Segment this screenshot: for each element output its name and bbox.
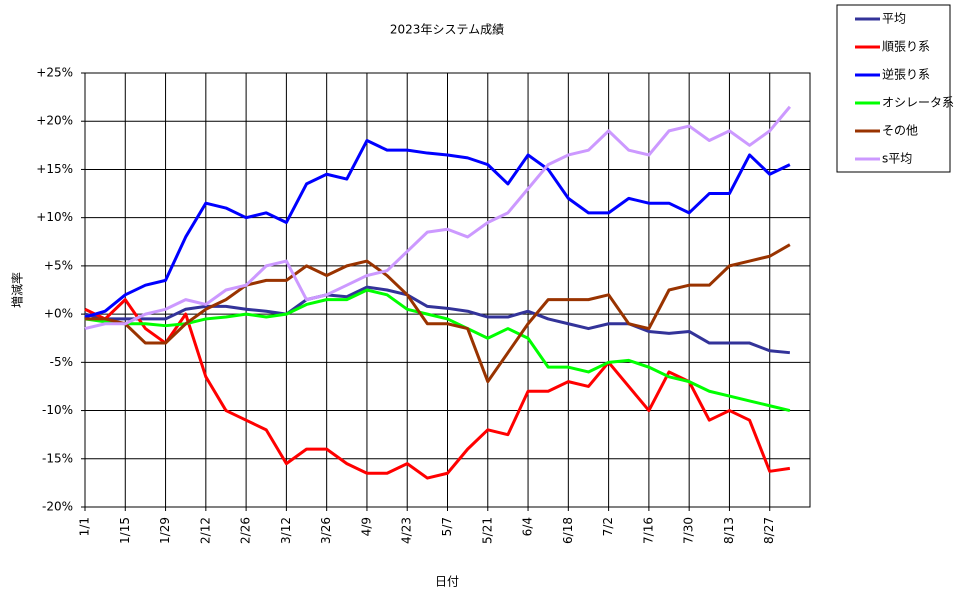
legend-label: 逆張り系 <box>882 67 930 82</box>
x-tick-label: 5/7 <box>440 517 454 536</box>
y-tick-label: +10% <box>36 210 73 224</box>
legend-label: s平均 <box>882 152 912 166</box>
x-tick-label: 2/12 <box>198 517 212 544</box>
x-tick-label: 3/26 <box>319 517 333 544</box>
x-tick-label: 1/1 <box>78 517 92 536</box>
x-tick-label: 8/13 <box>722 517 736 544</box>
y-tick-label: -15% <box>42 451 73 465</box>
series-line <box>85 243 791 384</box>
x-tick-label: 7/30 <box>682 517 696 544</box>
x-tick-label: 6/18 <box>561 517 575 544</box>
x-tick-label: 8/27 <box>762 517 776 544</box>
y-tick-label: -20% <box>42 500 73 514</box>
chart-title: 2023年システム成績 <box>390 23 504 37</box>
x-axis-label: 日付 <box>435 575 459 589</box>
series-line <box>84 298 791 480</box>
series-line <box>84 139 791 319</box>
x-tick-label: 4/23 <box>400 517 414 544</box>
y-tick-label: +15% <box>36 162 73 176</box>
series-line <box>84 285 791 355</box>
y-axis-label: 増減率 <box>10 272 25 308</box>
y-tick-label: -10% <box>42 403 73 417</box>
x-tick-label: 5/21 <box>480 517 494 544</box>
legend-label: 平均 <box>882 12 906 26</box>
x-tick-label: 3/12 <box>279 517 293 544</box>
x-tick-label: 4/9 <box>359 517 373 536</box>
legend-label: その他 <box>882 124 918 138</box>
x-tick-label: 7/16 <box>641 517 655 544</box>
legend-box <box>836 4 951 173</box>
legend-label: オシレータ系 <box>882 96 954 110</box>
x-tick-label: 2/26 <box>239 517 253 544</box>
x-tick-label: 1/29 <box>158 517 172 544</box>
x-tick-label: 7/2 <box>601 517 615 536</box>
y-tick-label: +0% <box>44 307 73 321</box>
legend-label: 順張り系 <box>882 40 930 54</box>
series-line <box>84 288 791 413</box>
y-tick-label: -5% <box>50 355 73 369</box>
x-tick-label: 6/4 <box>521 517 535 536</box>
y-tick-label: +5% <box>44 258 73 272</box>
y-tick-label: +20% <box>36 114 73 128</box>
y-tick-label: +25% <box>36 66 73 80</box>
x-tick-label: 1/15 <box>118 517 132 544</box>
series-line <box>84 105 792 331</box>
